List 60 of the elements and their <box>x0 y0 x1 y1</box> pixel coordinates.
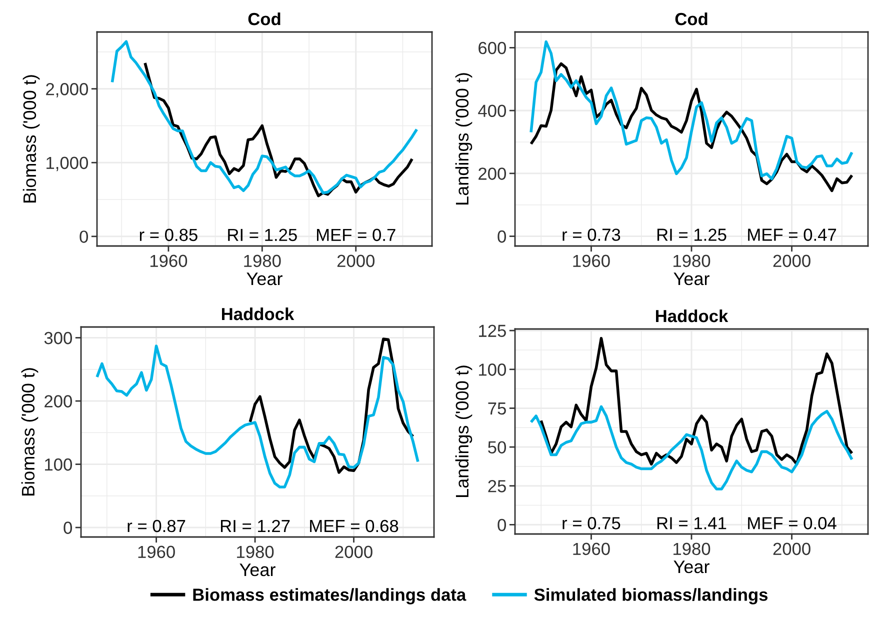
annotation: MEF = 0.7 <box>317 228 396 242</box>
y-tick-label: 600 <box>478 42 506 54</box>
y-tick-label: 1,000 <box>46 156 88 172</box>
annotation: r = 0.75 <box>562 517 620 530</box>
y-tick-label: 300 <box>44 332 72 344</box>
y-tick-label: 125 <box>479 324 506 338</box>
annotation: RI = 1.25 <box>228 228 297 242</box>
y-tick-label: 0 <box>80 230 88 243</box>
line-series <box>530 405 854 490</box>
line-series <box>110 40 418 194</box>
legend-label: Biomass estimates/landings data <box>193 588 466 604</box>
x-tick-label: 1980 <box>674 542 710 556</box>
line-series <box>540 336 854 466</box>
x-tick-label: 1960 <box>138 546 175 558</box>
y-axis-title: Landings ('000 t) <box>455 366 472 497</box>
x-axis-title: Year <box>246 272 282 286</box>
x-tick-label: 1960 <box>573 254 610 268</box>
y-tick-label: 0 <box>498 230 506 243</box>
x-tick-label: 2000 <box>773 254 810 268</box>
y-tick-label: 2,000 <box>46 82 88 98</box>
y-tick-label: 200 <box>478 168 506 180</box>
annotation: r = 0.73 <box>562 228 620 241</box>
annotation: MEF = 0.68 <box>310 520 398 532</box>
y-tick-label: 100 <box>45 458 72 471</box>
chart-title: Cod <box>248 12 280 26</box>
annotation: MEF = 0.47 <box>748 228 836 241</box>
y-tick-label: 50 <box>488 441 506 454</box>
y-tick-label: 100 <box>479 364 506 376</box>
chart-title: Haddock <box>656 309 728 322</box>
y-tick-label: 75 <box>488 402 506 415</box>
x-tick-label: 2000 <box>773 542 810 556</box>
x-axis-title: Year <box>674 272 710 286</box>
annotation: RI = 1.27 <box>220 520 290 532</box>
line-series <box>530 40 854 180</box>
y-axis-title: Biomass ('000 t) <box>21 368 38 496</box>
legend-label: Simulated biomass/landings <box>534 588 768 604</box>
y-tick-label: 25 <box>488 480 506 492</box>
annotation: RI = 1.41 <box>657 517 726 530</box>
chart-title: Cod <box>675 12 708 26</box>
y-tick-label: 0 <box>64 522 72 534</box>
y-tick-label: 400 <box>478 104 506 118</box>
y-tick-label: 0 <box>498 518 506 532</box>
annotation: MEF = 0.04 <box>748 517 836 530</box>
x-tick-label: 1980 <box>237 546 274 558</box>
annotation: r = 0.85 <box>140 228 198 242</box>
y-tick-label: 200 <box>44 395 72 408</box>
annotation: r = 0.87 <box>128 520 186 532</box>
line-series <box>96 344 420 488</box>
annotation: RI = 1.25 <box>657 228 726 241</box>
x-tick-label: 2000 <box>337 254 374 268</box>
y-axis-title: Landings ('000 t) <box>455 73 472 204</box>
x-tick-label: 2000 <box>335 546 372 558</box>
y-axis-title: Biomass ('000 t) <box>22 75 40 202</box>
chart-title: Haddock <box>222 307 294 320</box>
x-axis-title: Year <box>674 560 710 574</box>
x-tick-label: 1980 <box>674 254 710 268</box>
x-axis-title: Year <box>240 564 276 576</box>
x-tick-label: 1980 <box>244 254 281 268</box>
x-tick-label: 1960 <box>573 542 610 556</box>
x-tick-label: 1960 <box>150 254 188 268</box>
